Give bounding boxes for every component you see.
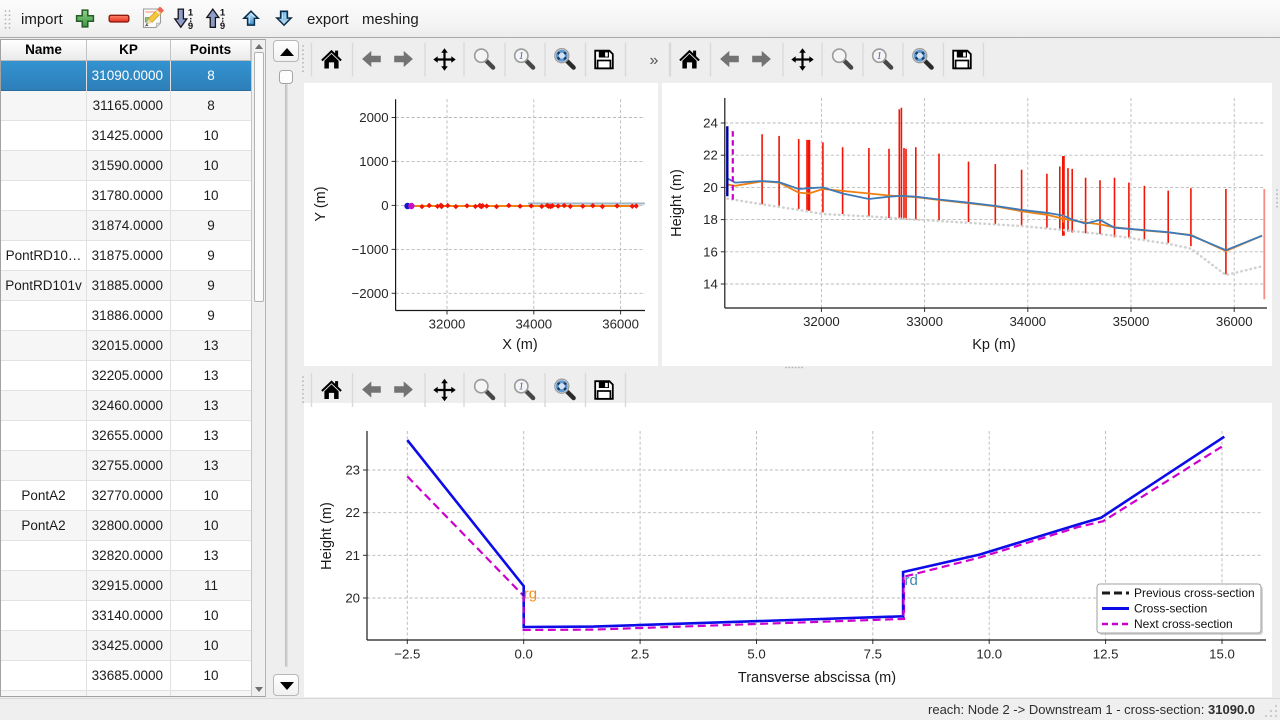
svg-text:1: 1 (519, 382, 524, 393)
svg-text:1: 1 (519, 51, 524, 62)
svg-text:1: 1 (877, 51, 882, 62)
svg-text:»: » (650, 52, 659, 69)
